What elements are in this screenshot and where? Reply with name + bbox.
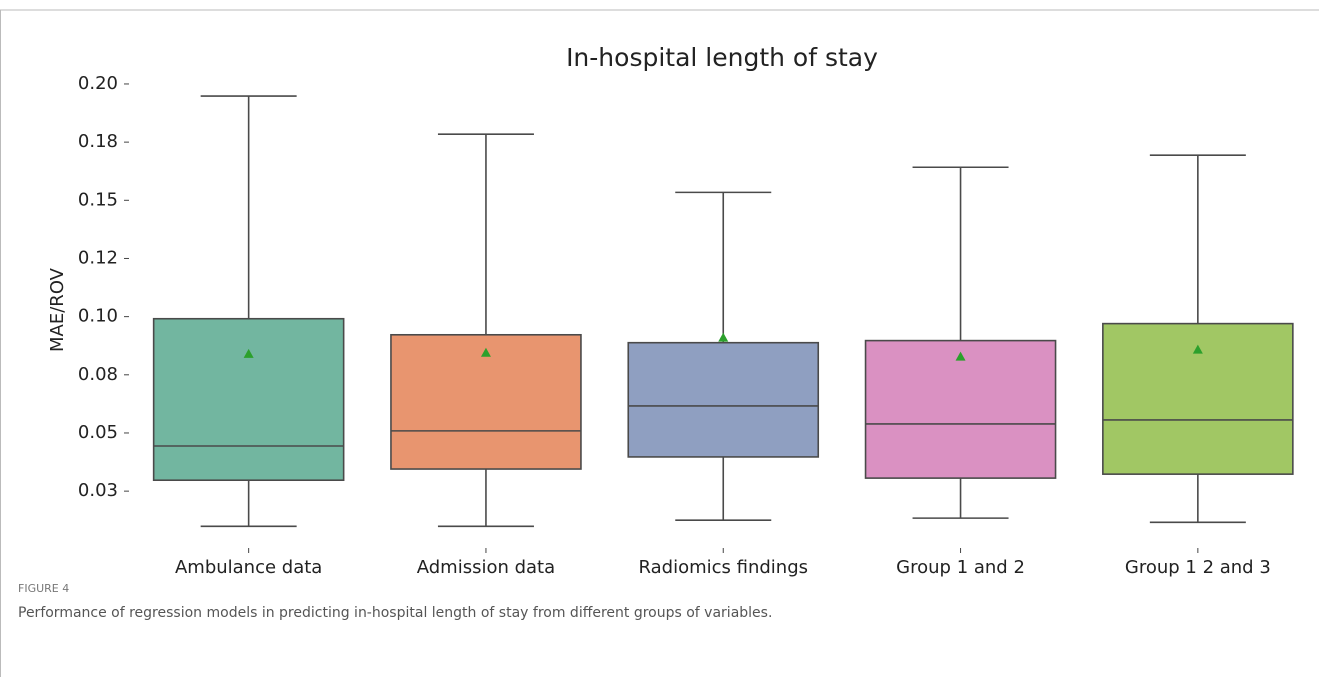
mean-marker — [243, 348, 254, 358]
x-tick-label: Admission data — [417, 557, 555, 578]
box — [864, 339, 1057, 479]
y-tick-label: 0.10 — [78, 306, 118, 327]
box — [390, 333, 582, 470]
x-tick-label: Ambulance data — [175, 557, 322, 578]
y-tick-label: 0.12 — [78, 247, 118, 268]
caption-text: Performance of regression models in pred… — [18, 605, 772, 621]
mean-marker — [718, 332, 729, 342]
y-tick-label: 0.15 — [78, 189, 118, 210]
x-tick-label: Radiomics findings — [639, 557, 809, 578]
mean-marker — [480, 347, 491, 357]
chart-title: In-hospital length of stay — [566, 43, 878, 72]
x-tick-label: Group 1 and 2 — [896, 557, 1025, 578]
box — [152, 317, 345, 482]
y-axis-label: MAE/ROV — [47, 267, 68, 352]
box — [627, 341, 820, 458]
mean-marker — [955, 351, 966, 361]
caption-label: FIGURE 4 — [18, 582, 69, 595]
y-tick-label: 0.18 — [78, 131, 118, 152]
y-tick-label: 0.05 — [78, 422, 118, 443]
y-tick-label: 0.03 — [78, 480, 118, 501]
y-tick-label: 0.20 — [78, 73, 118, 94]
x-tick-label: Group 1 2 and 3 — [1125, 557, 1271, 578]
mean-marker — [1192, 344, 1203, 354]
y-tick-label: 0.08 — [78, 364, 118, 385]
